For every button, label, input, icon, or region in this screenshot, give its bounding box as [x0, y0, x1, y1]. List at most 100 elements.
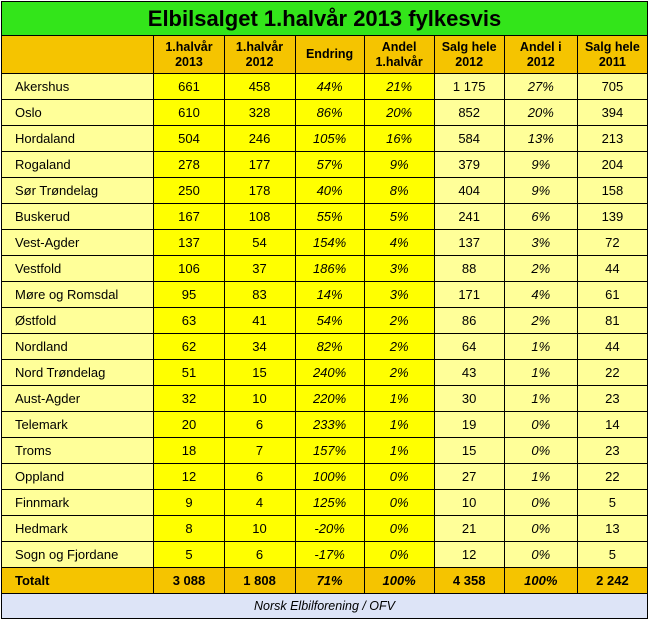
cell-salg2011: 13 — [576, 515, 649, 542]
cell-salg2011: 5 — [576, 541, 649, 568]
cell-salg2012: 10 — [433, 489, 505, 516]
cell-h2012: 34 — [223, 333, 296, 360]
cell-h2013: 18 — [153, 437, 225, 464]
cell-andel-halvar: 4% — [363, 229, 435, 256]
cell-salg2011: 5 — [576, 489, 649, 516]
cell-salg2011: 23 — [576, 437, 649, 464]
table-row: Hedmark 8 10 -20% 0% 21 0% 13 — [0, 515, 649, 542]
county-name: Møre og Romsdal — [0, 281, 155, 308]
county-name: Oslo — [0, 99, 155, 126]
table-row: Vestfold 106 37 186% 3% 88 2% 44 — [0, 255, 649, 282]
cell-andel-halvar: 1% — [363, 385, 435, 412]
header-salg2012: Salg hele 2012 — [433, 35, 505, 74]
cell-salg2012: 12 — [433, 541, 505, 568]
header-salg2011: Salg hele 2011 — [576, 35, 649, 74]
cell-h2013: 610 — [153, 99, 225, 126]
county-name: Vestfold — [0, 255, 155, 282]
footer-row: Norsk Elbilforening / OFV — [1, 593, 648, 619]
cell-salg2012: 64 — [433, 333, 505, 360]
cell-andel-halvar: 20% — [363, 99, 435, 126]
total-h2012: 1 808 — [223, 567, 296, 594]
header-line1: Andel i — [519, 39, 562, 54]
cell-endring: 220% — [294, 385, 365, 412]
header-line1: Andel — [381, 39, 417, 54]
cell-h2013: 504 — [153, 125, 225, 152]
county-name: Hordaland — [0, 125, 155, 152]
cell-salg2012: 404 — [433, 177, 505, 204]
county-name: Nord Trøndelag — [0, 359, 155, 386]
cell-salg2012: 1 175 — [433, 73, 505, 100]
county-name: Hedmark — [0, 515, 155, 542]
cell-endring: 100% — [294, 463, 365, 490]
county-name: Akershus — [0, 73, 155, 100]
cell-salg2012: 21 — [433, 515, 505, 542]
header-line2: 1.halvår — [375, 54, 423, 69]
total-andel-halvar: 100% — [363, 567, 435, 594]
cell-andel2012: 1% — [503, 463, 578, 490]
header-line2: 2012 — [455, 54, 484, 69]
cell-endring: 57% — [294, 151, 365, 178]
cell-salg2012: 584 — [433, 125, 505, 152]
cell-endring: 157% — [294, 437, 365, 464]
total-endring: 71% — [294, 567, 365, 594]
cell-h2013: 62 — [153, 333, 225, 360]
cell-endring: 240% — [294, 359, 365, 386]
cell-h2013: 250 — [153, 177, 225, 204]
table-row: Sør Trøndelag 250 178 40% 8% 404 9% 158 — [0, 177, 649, 204]
cell-andel2012: 1% — [503, 359, 578, 386]
header-row: 1.halvår 2013 1.halvår 2012 Endring Andel 1… — [0, 35, 649, 74]
cell-andel2012: 0% — [503, 489, 578, 516]
cell-andel-halvar: 5% — [363, 203, 435, 230]
cell-h2013: 137 — [153, 229, 225, 256]
cell-h2012: 10 — [223, 515, 296, 542]
cell-andel2012: 20% — [503, 99, 578, 126]
cell-andel-halvar: 1% — [363, 411, 435, 438]
source-footer: Norsk Elbilforening / OFV — [1, 593, 648, 619]
cell-endring: -17% — [294, 541, 365, 568]
cell-salg2011: 22 — [576, 463, 649, 490]
cell-h2012: 41 — [223, 307, 296, 334]
cell-h2013: 8 — [153, 515, 225, 542]
cell-salg2011: 14 — [576, 411, 649, 438]
total-row: Totalt 3 088 1 808 71% 100% 4 358 100% 2… — [0, 567, 649, 594]
cell-endring: 186% — [294, 255, 365, 282]
table-row: Telemark 20 6 233% 1% 19 0% 14 — [0, 411, 649, 438]
cell-andel2012: 27% — [503, 73, 578, 100]
cell-andel-halvar: 1% — [363, 437, 435, 464]
header-line2: 2012 — [526, 54, 555, 69]
cell-endring: 55% — [294, 203, 365, 230]
cell-h2013: 9 — [153, 489, 225, 516]
cell-h2012: 458 — [223, 73, 296, 100]
total-salg2012: 4 358 — [433, 567, 505, 594]
header-line1: Endring — [305, 47, 354, 61]
table-row: Møre og Romsdal 95 83 14% 3% 171 4% 61 — [0, 281, 649, 308]
county-name: Aust-Agder — [0, 385, 155, 412]
cell-endring: 14% — [294, 281, 365, 308]
cell-h2012: 83 — [223, 281, 296, 308]
cell-salg2012: 379 — [433, 151, 505, 178]
table-title: Elbilsalget 1.halvår 2013 fylkesvis — [1, 1, 648, 36]
cell-h2013: 167 — [153, 203, 225, 230]
county-name: Rogaland — [0, 151, 155, 178]
cell-salg2012: 43 — [433, 359, 505, 386]
cell-h2012: 54 — [223, 229, 296, 256]
county-name: Troms — [0, 437, 155, 464]
cell-endring: 233% — [294, 411, 365, 438]
cell-h2013: 63 — [153, 307, 225, 334]
cell-salg2011: 213 — [576, 125, 649, 152]
table-row: Oslo 610 328 86% 20% 852 20% 394 — [0, 99, 649, 126]
cell-h2012: 328 — [223, 99, 296, 126]
cell-andel2012: 1% — [503, 385, 578, 412]
cell-h2012: 6 — [223, 463, 296, 490]
table-row: Nordland 62 34 82% 2% 64 1% 44 — [0, 333, 649, 360]
cell-andel-halvar: 3% — [363, 255, 435, 282]
cell-salg2012: 852 — [433, 99, 505, 126]
cell-salg2011: 23 — [576, 385, 649, 412]
cell-salg2012: 27 — [433, 463, 505, 490]
cell-salg2012: 137 — [433, 229, 505, 256]
cell-salg2011: 394 — [576, 99, 649, 126]
cell-andel-halvar: 9% — [363, 151, 435, 178]
county-name: Telemark — [0, 411, 155, 438]
cell-h2013: 20 — [153, 411, 225, 438]
title-row: Elbilsalget 1.halvår 2013 fylkesvis — [1, 1, 648, 36]
